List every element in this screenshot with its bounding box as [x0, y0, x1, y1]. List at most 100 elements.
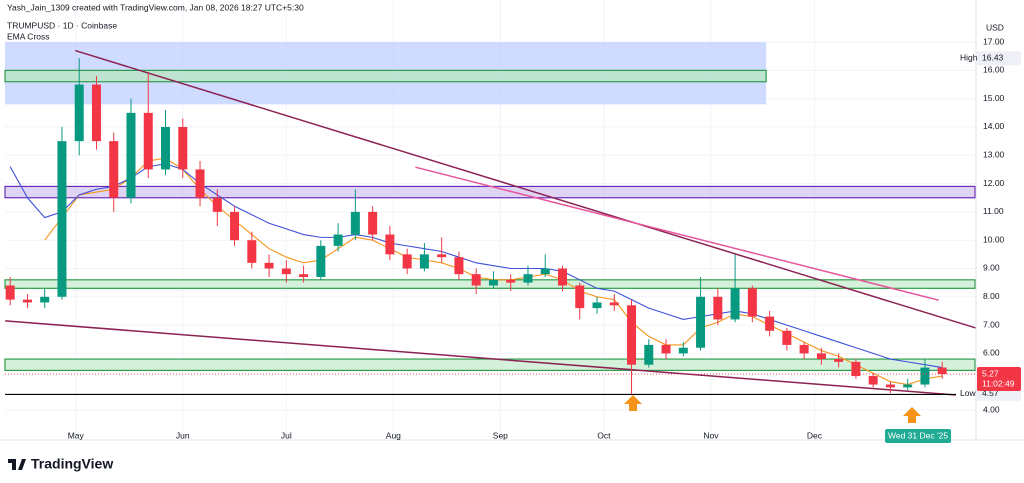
x-tick-label: Jun: [176, 430, 190, 440]
candle-body: [592, 302, 602, 309]
plot-area: [4, 0, 976, 440]
candle-body: [627, 305, 637, 365]
y-tick-label: 9.00: [983, 263, 1000, 273]
candle-body: [385, 234, 395, 255]
candle-body: [230, 211, 240, 241]
x-tick-label: Aug: [386, 430, 401, 440]
candle-body: [57, 141, 67, 297]
candle-body: [834, 359, 844, 362]
candle-body: [333, 234, 343, 246]
trend-line: [75, 49, 976, 329]
symbol-title: TRUMPUSD · 1D · Coinbase: [7, 20, 117, 30]
logo: TradingView: [8, 456, 113, 472]
candle-body: [454, 257, 464, 275]
candle-body: [661, 344, 671, 354]
candle-body: [471, 274, 481, 286]
y-tick-label: 13.00: [983, 150, 1005, 160]
candle-body: [109, 141, 119, 198]
candle-body: [212, 197, 222, 212]
candle-body: [143, 112, 153, 170]
candle-body: [816, 353, 826, 360]
zone: [4, 69, 767, 83]
candle-body: [316, 245, 326, 277]
brand: TradingView: [31, 456, 113, 472]
y-tick-label: 11.00: [983, 206, 1004, 216]
y-tick-label: 14.00: [983, 121, 1005, 131]
candle-body: [782, 330, 792, 345]
x-tick-label: Dec: [807, 430, 823, 440]
candle-body: [678, 347, 688, 354]
candle-body: [126, 112, 136, 198]
candle-body: [5, 285, 15, 300]
x-tick-label: May: [68, 430, 85, 440]
candle-body: [350, 211, 360, 235]
candle-body: [851, 361, 861, 377]
candle-body: [920, 367, 930, 385]
countdown: 11:02:49: [982, 378, 1015, 388]
candle-body: [419, 254, 429, 269]
y-tick-label: 15.00: [983, 93, 1005, 103]
y-tick-label: 7.00: [983, 319, 1000, 329]
candle-body: [488, 279, 498, 286]
candle-body: [22, 299, 32, 303]
x-tick-label: Sep: [493, 430, 508, 440]
candle-body: [402, 254, 412, 269]
trend-line: [5, 320, 956, 396]
last-price-badge: [977, 367, 1021, 392]
arrow-icon: [624, 395, 642, 411]
arrow-icon: [903, 407, 921, 423]
zone: [4, 185, 976, 199]
candle-body: [161, 126, 171, 170]
y-tick-label: 10.00: [983, 234, 1005, 244]
y-tick-label: 12.00: [983, 178, 1005, 188]
candle-body: [868, 376, 878, 385]
trend-line: [415, 166, 939, 301]
low-value: 4.57: [982, 388, 999, 398]
candle-body: [523, 274, 533, 283]
y-tick-label: 8.00: [983, 291, 1000, 301]
high-label: High: [960, 52, 978, 62]
candle-body: [575, 285, 585, 309]
candle-body: [747, 288, 757, 317]
candle-body: [713, 296, 723, 320]
low-label: Low: [960, 388, 976, 398]
x-tick-label: Oct: [597, 430, 611, 440]
candle-body: [506, 279, 516, 283]
high-badge: [977, 51, 1021, 66]
currency: USD: [986, 22, 1004, 32]
candle-body: [40, 296, 50, 303]
x-tick-label: Nov: [703, 430, 719, 440]
candle-body: [644, 344, 654, 365]
candle-body: [903, 384, 913, 388]
x-tick-label: Jul: [281, 430, 292, 440]
candle-body: [696, 296, 706, 348]
credit: Yash_Jain_1309 created with TradingView.…: [7, 2, 304, 12]
candle-body: [609, 302, 619, 306]
candle-body: [368, 211, 378, 235]
last-price-value: 5.27: [982, 368, 999, 378]
y-tick-label: 6.00: [983, 348, 1000, 358]
candle-body: [91, 84, 101, 142]
candle-body: [195, 169, 205, 198]
candle-body: [247, 240, 257, 263]
y-tick-label: 4.00: [983, 404, 1000, 414]
candle-body: [437, 254, 447, 258]
candle-body: [557, 268, 567, 286]
indicator-name: EMA Cross: [7, 31, 50, 41]
zone: [4, 358, 976, 371]
candle-body: [730, 288, 740, 320]
candle-body: [281, 268, 291, 275]
candle-body: [885, 384, 895, 388]
candle-body: [765, 316, 775, 331]
y-tick-label: 16.00: [983, 65, 1005, 75]
date-label: Wed 31 Dec '25: [888, 430, 948, 440]
y-tick-label: 17.00: [983, 36, 1005, 46]
candle-body: [264, 262, 274, 269]
candle-body: [799, 344, 809, 354]
date-badge: [885, 429, 952, 443]
high-value: 16.43: [982, 52, 1004, 62]
candle-body: [937, 367, 947, 375]
candle-body: [299, 274, 309, 277]
candle-body: [74, 84, 84, 142]
